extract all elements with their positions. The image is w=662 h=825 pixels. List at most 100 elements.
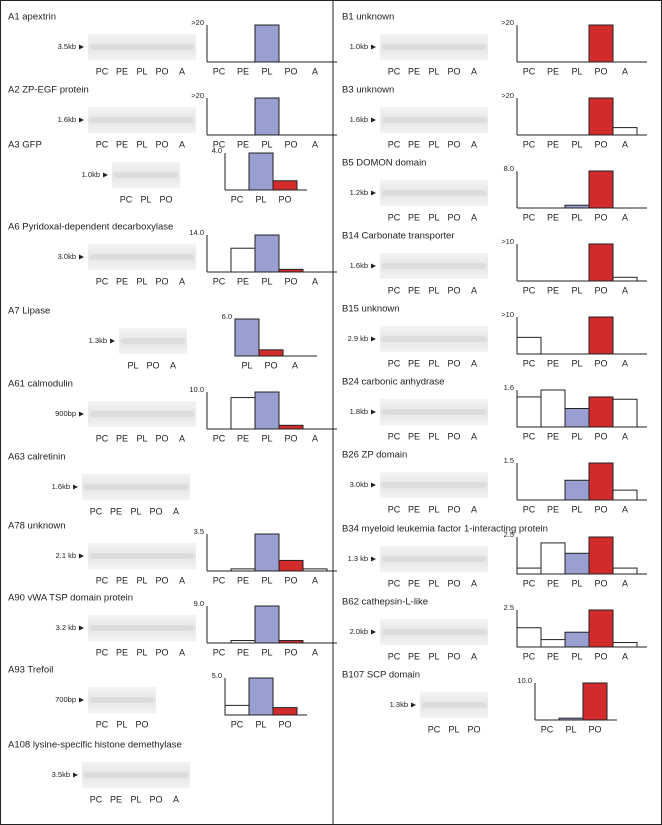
lane-label: PC bbox=[428, 724, 441, 734]
lane-label: A bbox=[471, 651, 477, 661]
bar bbox=[254, 391, 280, 430]
panel-title: A63 calretinin bbox=[8, 452, 66, 463]
bar bbox=[254, 24, 280, 63]
x-tick-label: A bbox=[622, 651, 628, 661]
lane-label: PC bbox=[388, 139, 401, 149]
x-tick-label: PC bbox=[523, 212, 536, 222]
panel-title: A61 calmodulin bbox=[8, 379, 73, 390]
y-tick-label: 1.5 bbox=[504, 456, 514, 465]
size-arrow bbox=[371, 190, 376, 196]
lane-label: PC bbox=[388, 504, 401, 514]
bar bbox=[612, 567, 638, 575]
blot-size-label: 2.1 kb bbox=[56, 551, 76, 560]
size-arrow bbox=[79, 44, 84, 50]
lane-label: PO bbox=[447, 212, 460, 222]
panel-title: A3 GFP bbox=[8, 140, 42, 151]
x-tick-label: PC bbox=[213, 139, 226, 149]
blot-band bbox=[382, 336, 486, 342]
lane-label: A bbox=[173, 794, 179, 804]
x-tick-label: PL bbox=[571, 66, 582, 76]
y-tick-label: 10.0 bbox=[517, 676, 532, 685]
lane-label: PO bbox=[149, 506, 162, 516]
size-arrow bbox=[371, 263, 376, 269]
size-arrow bbox=[371, 117, 376, 123]
x-tick-label: PC bbox=[523, 578, 536, 588]
size-arrow bbox=[411, 702, 416, 708]
y-tick-label: 5.0 bbox=[212, 671, 222, 680]
y-tick-label: >10 bbox=[501, 237, 514, 246]
x-tick-label: PO bbox=[594, 285, 607, 295]
blot-band bbox=[90, 411, 194, 417]
bar bbox=[612, 127, 638, 136]
lane-label: PL bbox=[428, 431, 439, 441]
lane-label: PO bbox=[159, 194, 172, 204]
lane-label: PL bbox=[136, 139, 147, 149]
blot-band bbox=[90, 44, 194, 50]
blot-band bbox=[114, 172, 178, 178]
x-tick-label: A bbox=[622, 431, 628, 441]
blot-band bbox=[422, 702, 486, 708]
y-tick-label: 14.0 bbox=[189, 228, 204, 237]
lane-label: A bbox=[471, 431, 477, 441]
x-tick-label: A bbox=[312, 647, 318, 657]
lane-label: PE bbox=[408, 651, 420, 661]
lane-label: PO bbox=[155, 647, 168, 657]
blot-band bbox=[382, 556, 486, 562]
x-tick-label: PC bbox=[523, 285, 536, 295]
bar bbox=[588, 24, 614, 63]
lane-label: PC bbox=[90, 794, 103, 804]
blot-band bbox=[382, 409, 486, 415]
x-tick-label: PC bbox=[213, 66, 226, 76]
y-tick-label: >20 bbox=[501, 91, 514, 100]
lane-label: PE bbox=[408, 212, 420, 222]
x-tick-label: PE bbox=[237, 139, 249, 149]
lane-label: PE bbox=[116, 433, 128, 443]
bar bbox=[516, 396, 542, 428]
lane-label: PE bbox=[116, 575, 128, 585]
y-tick-label: 2.5 bbox=[504, 603, 514, 612]
lane-label: PO bbox=[447, 651, 460, 661]
lane-label: PC bbox=[96, 139, 109, 149]
x-tick-label: PL bbox=[571, 285, 582, 295]
lane-label: PE bbox=[408, 66, 420, 76]
bar bbox=[612, 276, 638, 282]
x-tick-label: A bbox=[312, 66, 318, 76]
x-tick-label: A bbox=[622, 285, 628, 295]
x-tick-label: PE bbox=[547, 212, 559, 222]
blot-size-label: 1.2kb bbox=[350, 188, 368, 197]
x-tick-label: A bbox=[622, 212, 628, 222]
lane-label: PO bbox=[155, 66, 168, 76]
x-tick-label: PO bbox=[594, 651, 607, 661]
size-arrow bbox=[371, 482, 376, 488]
size-arrow bbox=[371, 44, 376, 50]
lane-label: PL bbox=[428, 578, 439, 588]
size-arrow bbox=[79, 697, 84, 703]
bar bbox=[254, 533, 280, 572]
bar bbox=[540, 389, 566, 428]
x-tick-label: PO bbox=[594, 66, 607, 76]
lane-label: A bbox=[170, 360, 176, 370]
x-tick-label: PL bbox=[261, 276, 272, 286]
x-tick-label: PC bbox=[213, 647, 226, 657]
blot-size-label: 3.2 kb bbox=[56, 623, 76, 632]
lane-label: PO bbox=[447, 285, 460, 295]
size-arrow bbox=[371, 409, 376, 415]
x-tick-label: PE bbox=[237, 647, 249, 657]
bar bbox=[588, 316, 614, 355]
panel-title: A90 vWA TSP domain protein bbox=[8, 593, 133, 604]
x-tick-label: PE bbox=[547, 285, 559, 295]
x-tick-label: PE bbox=[237, 575, 249, 585]
x-tick-label: A bbox=[622, 578, 628, 588]
x-tick-label: PE bbox=[547, 139, 559, 149]
size-arrow bbox=[79, 553, 84, 559]
x-tick-label: PO bbox=[264, 360, 277, 370]
lane-label: PL bbox=[136, 66, 147, 76]
x-tick-label: PE bbox=[547, 66, 559, 76]
bar bbox=[564, 552, 590, 575]
blot-size-label: 1.6kb bbox=[58, 115, 76, 124]
bar bbox=[588, 609, 614, 648]
lane-label: PL bbox=[140, 194, 151, 204]
x-tick-label: PL bbox=[571, 358, 582, 368]
blot-size-label: 1.6kb bbox=[350, 115, 368, 124]
